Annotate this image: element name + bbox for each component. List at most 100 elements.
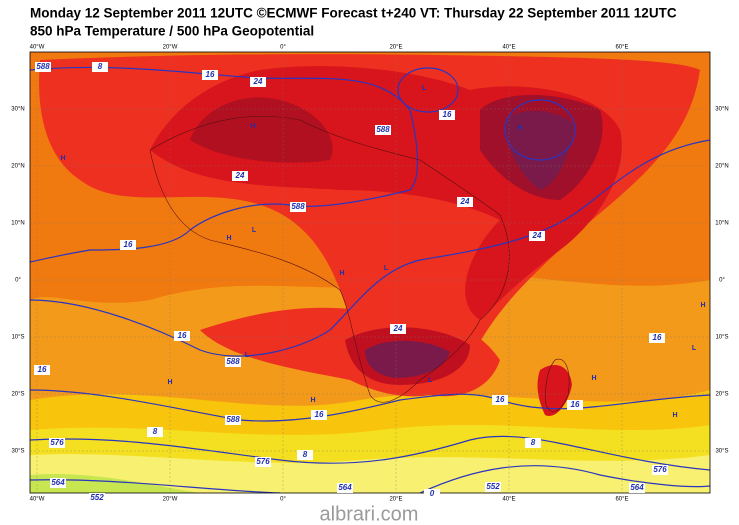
latitude-label: 10°S [715,335,728,341]
longitude-label: 40°E [502,45,515,51]
contour-label: 24 [393,324,403,333]
longitude-label: 40°E [502,497,515,503]
longitude-label: 20°E [389,497,402,503]
pressure-center: L [422,85,427,92]
longitude-label: 20°E [389,45,402,51]
pressure-center: H [700,302,705,309]
contour-label-box [652,465,668,475]
pressure-center: L [245,352,250,359]
contour-label-box [290,202,306,212]
contour-label-box [34,365,50,375]
geopotential-contour [504,99,576,161]
contour-label-box [50,478,66,488]
contour-label: 16 [653,333,662,342]
contour-label: 0 [430,489,435,498]
contour-label-box [225,415,241,425]
contour-label: 588 [36,62,50,71]
contour-label: 564 [338,483,352,492]
contour-label: 24 [235,171,245,180]
contour-label-box [49,438,65,448]
contour-label-box [529,231,545,241]
contour-label-box [92,62,108,72]
contour-label-box [390,324,406,334]
contour-label: 576 [256,457,270,466]
contour-label-box [255,457,271,467]
contour-label: 576 [653,465,667,474]
contour-label-box [297,450,313,460]
contour-label: 576 [50,438,64,447]
contour-label-box [311,410,327,420]
map-frame [29,51,711,494]
contour-label-box [567,400,583,410]
contour-label-box [202,70,218,80]
longitude-label: 0° [280,497,286,503]
latitude-label: 10°S [11,335,24,341]
contour-label: 16 [124,240,133,249]
latitude-label: 0° [15,278,21,284]
pressure-center: H [517,125,522,132]
contour-label: 564 [51,478,65,487]
contour-label-box [525,438,541,448]
pressure-center: H [167,379,172,386]
pressure-center: H [310,397,315,404]
coastline [149,115,510,403]
pressure-center: H [591,375,596,382]
pressure-center: H [339,270,344,277]
contour-label-box [174,331,190,341]
contour-label: 588 [291,202,305,211]
longitude-label: 0° [280,45,286,51]
latitude-label: 20°N [11,164,24,170]
contour-label-box [120,240,136,250]
contour-label-box [649,333,665,343]
contour-label: 16 [178,331,187,340]
contour-label-box [424,489,440,499]
contour-label: 552 [90,493,104,502]
temperature-field [30,52,710,493]
latitude-label: 20°S [715,392,728,398]
contour-label: 588 [226,357,240,366]
longitude-label: 40°W [30,45,45,51]
subtitle: 850 hPa Temperature / 500 hPa Geopotenti… [30,24,314,39]
title: Monday 12 September 2011 12UTC ©ECMWF Fo… [30,6,677,21]
longitude-label: 20°W [163,45,178,51]
latitude-label: 30°S [715,449,728,455]
contour-label: 16 [206,70,215,79]
latitude-label: 0° [719,278,725,284]
contour-label: 24 [253,77,263,86]
contour-label-box [225,357,241,367]
contour-label-box [375,125,391,135]
contour-label: 8 [98,62,103,71]
pressure-center: H [226,235,231,242]
contour-label-box [250,77,266,87]
latitude-label: 30°N [715,107,728,113]
geopotential-contour [30,66,419,263]
contour-label-box [492,395,508,405]
contour-label-box [147,427,163,437]
pressure-center: H [60,155,65,162]
latitude-label: 20°N [715,164,728,170]
pressure-center: L [428,377,433,384]
longitude-label: 60°E [615,497,628,503]
longitude-label: 40°W [30,497,45,503]
contour-label: 16 [315,410,324,419]
contour-label: 588 [226,415,240,424]
contour-label-box [485,482,501,492]
watermark: albrari.com [320,503,419,525]
latitude-label: 10°N [715,221,728,227]
coastline [545,358,570,412]
latitude-label: 30°N [11,107,24,113]
contour-label: 588 [376,125,390,134]
pressure-center: H [672,412,677,419]
contour-label-box [89,493,105,503]
pressure-center: H [250,123,255,130]
contour-label-box [232,171,248,181]
latitude-label: 10°N [11,221,24,227]
geopotential-contour [397,67,459,113]
contour-label-box [629,483,645,493]
contour-label: 16 [38,365,47,374]
pressure-center: L [252,227,257,234]
contour-label: 8 [303,450,308,459]
contour-label-box [337,483,353,493]
